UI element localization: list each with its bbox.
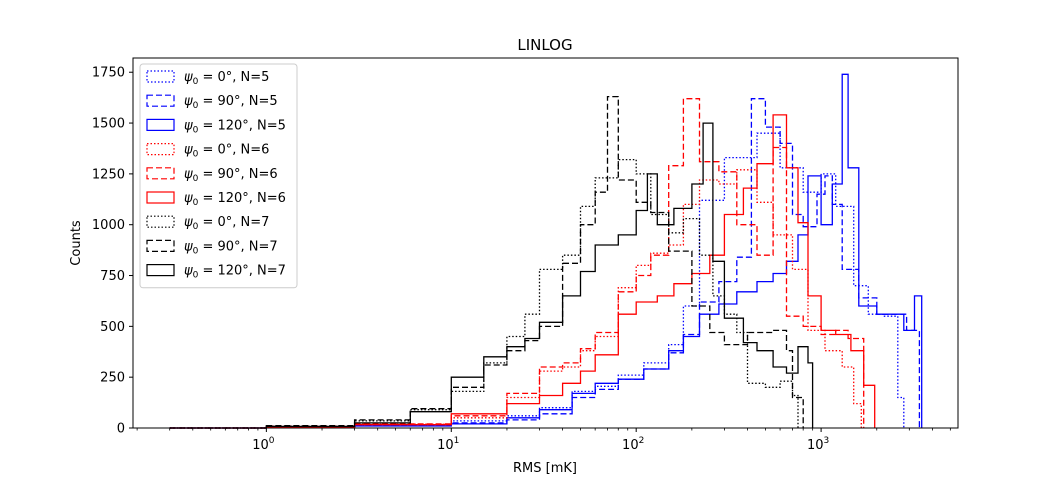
legend-label-3: ψ0 = 120°, N=5	[184, 118, 286, 135]
x-axis-label: RMS [mK]	[513, 461, 577, 476]
y-tick-label: 750	[100, 269, 125, 284]
legend-swatch-1	[146, 70, 175, 83]
legend-swatch-5	[146, 167, 175, 180]
legend-label-6: ψ0 = 120°, N=6	[184, 191, 286, 208]
legend-box	[139, 63, 298, 289]
legend-label-1: ψ0 = 0°, N=5	[184, 70, 269, 87]
y-tick-label: 1500	[92, 117, 125, 132]
legend-swatch-4	[146, 143, 175, 156]
axes-layer: 0 250 500 750 1000 1250 1500 1750 100 101 102 103	[92, 57, 959, 453]
legend-swatch-7	[146, 215, 175, 228]
legend-swatch-2	[146, 94, 175, 107]
y-tick-label: 1250	[92, 167, 125, 182]
x-tick-label: 103	[807, 436, 829, 453]
series-8-step-line	[169, 95, 804, 429]
chart-title: LINLOG	[517, 36, 572, 54]
x-tick-label: 102	[622, 436, 644, 453]
legend: ψ0 = 0°, N=5 ψ0 = 90°, N=5 ψ0 = 120°, N=5 ψ…	[139, 63, 298, 289]
y-tick-label: 1750	[92, 66, 125, 81]
y-axis-label: Counts	[69, 220, 84, 266]
y-tick-label: 250	[100, 371, 125, 386]
legend-label-9: ψ0 = 120°, N=7	[184, 264, 286, 281]
x-tick-label: 100	[252, 436, 275, 453]
series-3-step-line	[169, 73, 923, 429]
series-5-step-line	[169, 98, 865, 429]
plot-frame	[132, 57, 959, 429]
y-tick-label: 500	[100, 320, 125, 335]
y-tick-label: 1000	[92, 218, 125, 233]
legend-label-5: ψ0 = 90°, N=6	[184, 167, 278, 184]
legend-label-7: ψ0 = 0°, N=7	[184, 215, 269, 232]
legend-label-2: ψ0 = 90°, N=5	[184, 94, 278, 111]
x-tick-label: 101	[437, 436, 459, 453]
series-7-step-line	[169, 158, 799, 429]
series-2-step-line	[169, 98, 921, 429]
legend-label-4: ψ0 = 0°, N=6	[184, 143, 269, 160]
series-4-step-line	[169, 169, 862, 429]
y-tick-label: 0	[117, 422, 125, 437]
legend-swatch-8	[146, 239, 175, 252]
legend-swatch-9	[146, 264, 175, 277]
legend-label-8: ψ0 = 90°, N=7	[184, 239, 278, 256]
legend-swatch-6	[146, 191, 175, 204]
series-layer	[169, 73, 923, 429]
legend-swatch-3	[146, 118, 175, 132]
series-9-step-line	[169, 122, 814, 429]
